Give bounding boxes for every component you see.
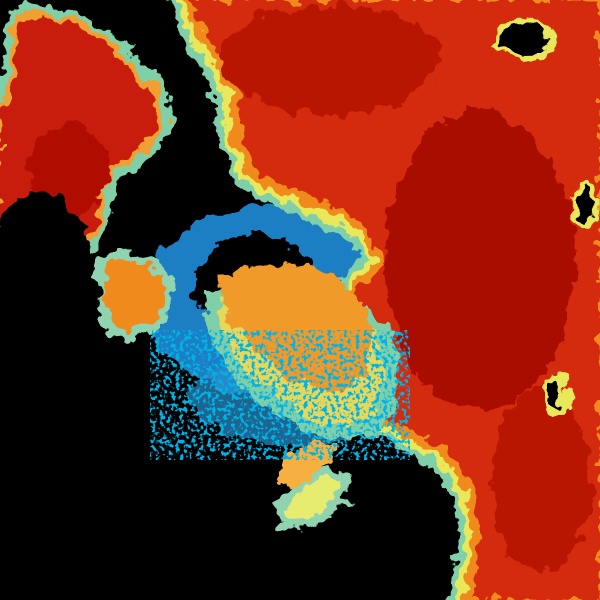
gap	[494, 19, 556, 61]
clear-area	[0, 190, 100, 450]
core	[385, 110, 575, 410]
gap	[570, 180, 600, 230]
gap	[540, 374, 570, 416]
clutter	[150, 330, 410, 460]
core	[220, 5, 440, 115]
core	[490, 390, 590, 570]
